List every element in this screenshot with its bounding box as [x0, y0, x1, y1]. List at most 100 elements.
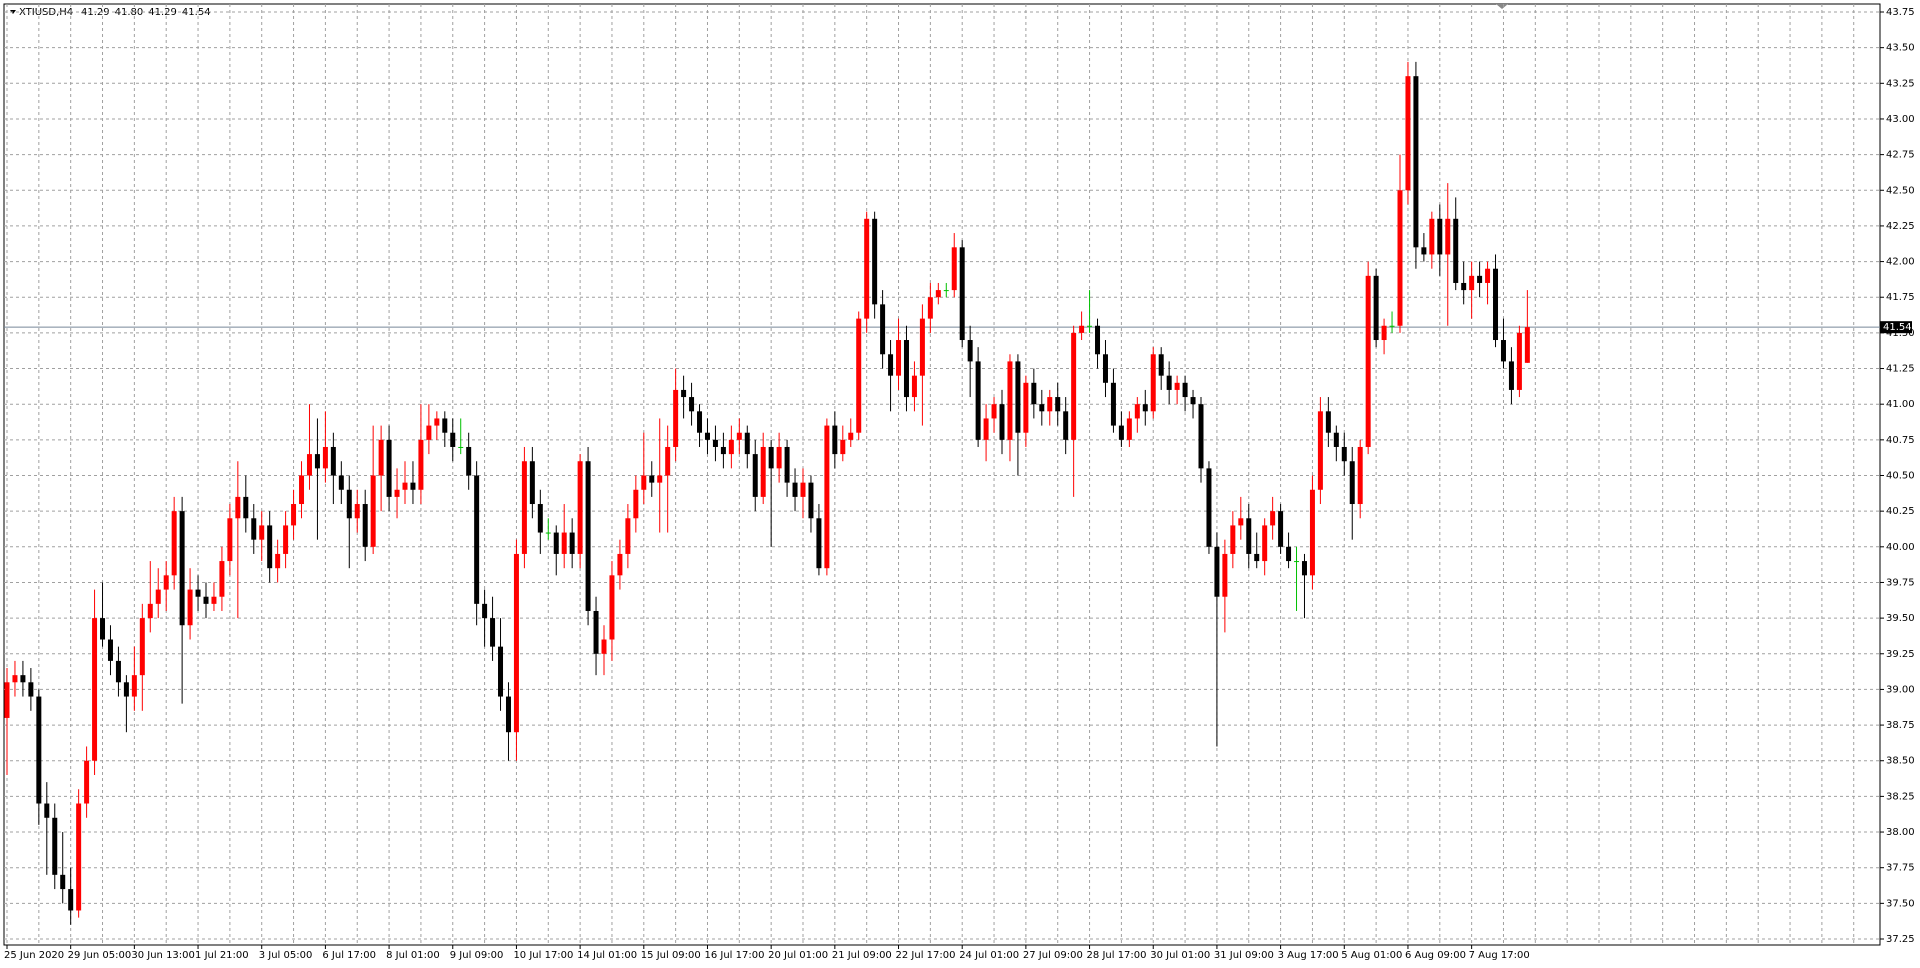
candle-body [617, 553, 623, 576]
candle-body [100, 618, 106, 640]
candle-body [1190, 397, 1196, 405]
candle-body [1007, 361, 1013, 440]
candle-body [1429, 218, 1435, 255]
candle-body [569, 532, 575, 554]
candle-body [1500, 340, 1506, 362]
candle-body [410, 482, 416, 490]
candle-body [657, 475, 663, 483]
candle-body [275, 553, 281, 569]
plot-frame [3, 3, 1881, 946]
y-tick-label: 41.50 [1886, 328, 1915, 339]
candle-body [561, 532, 567, 554]
candle-body [1405, 76, 1411, 191]
candle-body [856, 318, 862, 433]
candle-body [1150, 354, 1156, 412]
x-tick-label: 8 Jul 01:00 [386, 950, 440, 961]
candle-body [744, 432, 750, 455]
candle-body [1437, 218, 1443, 255]
candle-body [1477, 275, 1483, 283]
candle-body [1015, 361, 1021, 433]
candle-body [131, 675, 137, 697]
candle-body [1071, 332, 1077, 440]
candle-body [490, 618, 496, 647]
candle-body [394, 489, 400, 497]
candle-body [1222, 553, 1228, 597]
header-value: 41.80 [115, 7, 144, 18]
candle-body [927, 297, 933, 319]
candle-body [28, 682, 34, 697]
candle-body [1389, 325, 1395, 327]
candle-body [60, 874, 66, 890]
candle-body [370, 475, 376, 547]
candle-body [1126, 418, 1132, 440]
candle-body [999, 404, 1005, 440]
candle-body [84, 760, 90, 804]
x-tick-label: 5 Aug 01:00 [1341, 950, 1402, 961]
candle-body [1301, 561, 1307, 576]
candle-body [585, 461, 591, 611]
candle-body [1095, 325, 1101, 355]
candle-body [1286, 546, 1292, 562]
candle-body [227, 518, 233, 562]
y-tick-label: 39.00 [1886, 684, 1915, 695]
y-tick-label: 39.50 [1886, 613, 1915, 624]
candle-body [784, 446, 790, 483]
candle-body [943, 290, 949, 292]
candle-body [888, 354, 894, 376]
y-tick-label: 40.25 [1886, 506, 1915, 517]
y-tick-label: 39.75 [1886, 577, 1915, 588]
y-tick-label: 42.50 [1886, 185, 1915, 196]
y-tick-label: 39.25 [1886, 649, 1915, 660]
candle-body [521, 461, 527, 554]
candle-body [123, 682, 129, 697]
candle-body [1142, 404, 1148, 412]
candle-body [689, 397, 695, 412]
candle-body [163, 575, 169, 590]
candle-body [911, 375, 917, 398]
candle-body [919, 318, 925, 376]
candle-body [211, 596, 217, 604]
candle-body [147, 603, 153, 619]
y-tick-label: 43.75 [1886, 7, 1915, 18]
x-tick-label: 3 Jul 05:00 [259, 950, 313, 961]
candle-body [824, 425, 830, 569]
candle-body [736, 432, 742, 440]
candle-body [306, 454, 312, 476]
candle-body [983, 418, 989, 440]
candle-body [1079, 325, 1085, 333]
candle-body [52, 817, 58, 875]
candle-body [720, 446, 726, 455]
candle-body [346, 489, 352, 519]
x-tick-label: 15 Jul 09:00 [641, 950, 701, 961]
y-tick-label: 43.00 [1886, 114, 1915, 125]
candle-body [1182, 382, 1188, 398]
candle-body [4, 682, 10, 718]
candle-body [299, 475, 305, 505]
candle-body [848, 432, 854, 440]
candle-body [1063, 411, 1069, 440]
x-tick-label: 7 Aug 17:00 [1469, 950, 1530, 961]
x-tick-label: 27 Jul 09:00 [1023, 950, 1083, 961]
candle-body [1493, 268, 1499, 341]
candle-body [1325, 411, 1331, 433]
candle-body [593, 610, 599, 654]
candle-body [760, 446, 766, 497]
candle-body [712, 439, 718, 447]
candle-body [975, 361, 981, 440]
candle-body [601, 639, 607, 654]
candle-body [291, 504, 297, 526]
y-tick-label: 37.75 [1886, 863, 1915, 874]
candle-body [1516, 332, 1522, 390]
candle-body [1508, 361, 1514, 390]
candle-body [1413, 76, 1419, 248]
y-tick-label: 40.50 [1886, 471, 1915, 482]
candle-body [808, 482, 814, 519]
candle-body [553, 532, 559, 554]
candle-body [68, 889, 74, 911]
candle-body [115, 660, 121, 683]
candle-body [243, 496, 249, 519]
y-tick-label: 38.00 [1886, 827, 1915, 838]
candle-body [673, 389, 679, 447]
candle-body [625, 518, 631, 554]
